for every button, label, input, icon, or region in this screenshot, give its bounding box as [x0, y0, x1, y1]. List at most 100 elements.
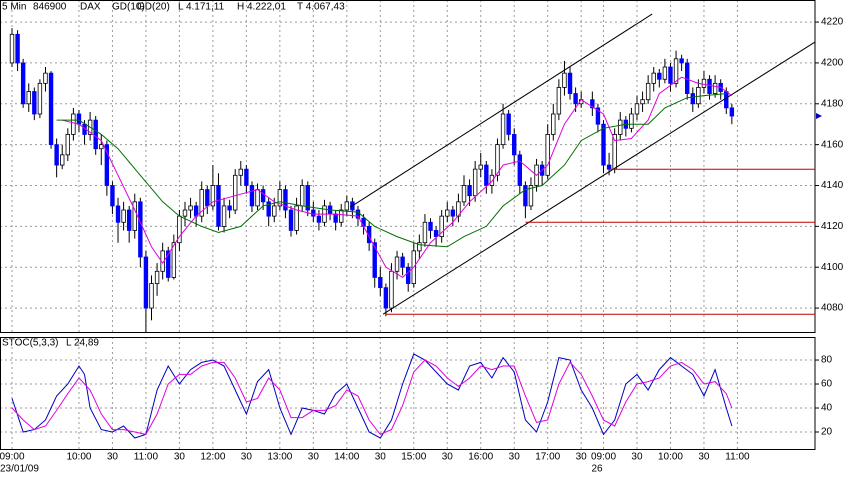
candle-body [400, 256, 405, 268]
candle-body [299, 185, 305, 207]
candle-body [394, 256, 400, 272]
candle-body [249, 185, 255, 207]
candle-body [20, 62, 26, 105]
candle-body [679, 58, 684, 64]
candle-body [657, 72, 662, 80]
y-tick-label: 80 [821, 355, 833, 366]
candle-body [32, 91, 37, 115]
candle-body [104, 144, 110, 186]
candle-body [15, 33, 20, 64]
header-text: T 4.067,43 [297, 2, 345, 13]
candle-body [93, 119, 98, 150]
x-tick-label: 16:00 [468, 452, 493, 463]
trend-line [349, 13, 653, 208]
candle-body [461, 185, 467, 203]
y-tick-label: 4160 [821, 139, 844, 150]
candle-body [333, 213, 338, 223]
candle-body [517, 154, 523, 186]
candle-body [640, 99, 645, 105]
candle-body [166, 250, 171, 278]
candle-body [99, 144, 104, 150]
candle-body [244, 168, 249, 186]
y-tick-label: 60 [821, 379, 833, 390]
candle-body [9, 33, 15, 64]
candle-body [495, 144, 500, 176]
candle-body [65, 134, 71, 156]
candle-body [551, 113, 556, 135]
x-tick-label: 09:00 [0, 452, 25, 463]
x-tick-label: 15:00 [401, 452, 426, 463]
candle-body [478, 164, 483, 170]
candle-body [149, 283, 154, 309]
candle-body [472, 168, 478, 197]
candle-body [339, 209, 344, 223]
candle-body [344, 201, 350, 211]
y-tick-label: 4100 [821, 262, 844, 273]
candle-body [288, 209, 294, 231]
candle-body [205, 189, 210, 207]
candle-body [260, 189, 266, 203]
candle-body [590, 99, 595, 109]
candle-body [707, 78, 712, 94]
x-tick-label: 14:00 [334, 452, 359, 463]
candle-body [445, 209, 450, 217]
candle-body [545, 134, 550, 176]
header-text: L 4.171,11 [178, 2, 225, 13]
candle-body [188, 205, 193, 211]
candle-body [221, 205, 227, 227]
candle-body [121, 209, 126, 223]
candle-body [651, 72, 656, 84]
candle-body [60, 154, 65, 166]
candle-body [685, 62, 690, 94]
candle-body [417, 242, 422, 252]
header-text: DAX [80, 2, 101, 13]
candle-body [210, 185, 216, 207]
series-line [11, 359, 733, 436]
candle-body [673, 58, 679, 84]
y-tick-label: 20 [821, 427, 833, 438]
x-tick-label: 30 [576, 452, 588, 463]
x-tick-label: 30 [107, 452, 119, 463]
candle-body [428, 221, 433, 231]
candle-body [484, 164, 489, 186]
x-tick-label: 11:00 [725, 452, 750, 463]
x-tick-label: 30 [174, 452, 186, 463]
candle-body [378, 277, 383, 289]
candle-body [595, 107, 601, 125]
candle-body [272, 205, 277, 217]
candle-body [500, 113, 506, 146]
candle-body [71, 113, 76, 135]
candle-body [143, 256, 149, 309]
x-tick-label: 10:00 [66, 452, 91, 463]
candle-body [528, 185, 534, 207]
candle-body [126, 209, 132, 231]
candle-body [701, 78, 707, 88]
candle-body [506, 113, 511, 135]
candle-body [696, 87, 701, 105]
candle-body [277, 189, 283, 207]
series-line [62, 76, 733, 279]
candle-body [450, 209, 456, 217]
candle-body [266, 201, 271, 217]
candle-body [433, 230, 439, 237]
x-tick-label: 10:00 [658, 452, 683, 463]
y-tick-label: 40 [821, 403, 833, 414]
y-tick-label: 4120 [821, 221, 844, 232]
candle-body [601, 123, 606, 166]
candle-body [405, 266, 411, 284]
x-tick-label: 30 [698, 452, 710, 463]
x-tick-label: 30 [631, 452, 643, 463]
candle-body [171, 242, 177, 278]
candle-body [43, 72, 48, 84]
candle-body [26, 91, 31, 105]
x-tick-label: 30 [308, 452, 320, 463]
candle-body [439, 215, 444, 237]
candle-body [712, 82, 718, 94]
series-line [11, 353, 733, 439]
candle-body [311, 209, 316, 217]
candle-body [573, 93, 578, 105]
candle-body [606, 164, 612, 170]
candle-body [618, 119, 623, 135]
